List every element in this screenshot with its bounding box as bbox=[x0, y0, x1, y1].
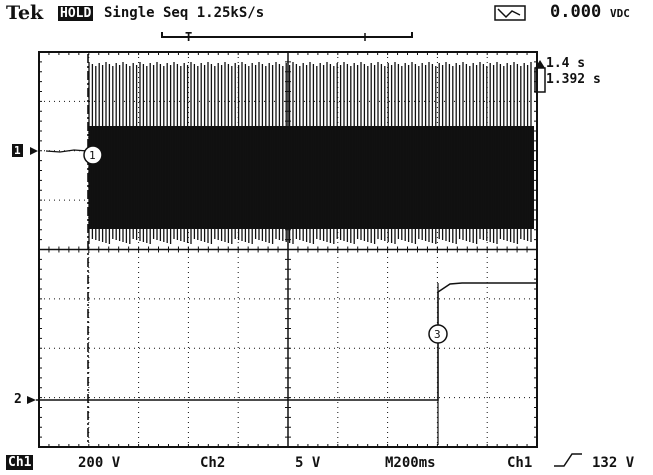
ch1-baseline bbox=[45, 149, 89, 153]
ch1-marker-arrow bbox=[30, 147, 38, 155]
ch1-badge[interactable]: Ch1 bbox=[6, 455, 34, 470]
marker-1-label: 1 bbox=[89, 149, 96, 162]
marker-3-circle bbox=[428, 324, 448, 344]
cursor-delta-time: 1.4 s bbox=[546, 56, 586, 71]
ch2-marker-label: 2 bbox=[14, 392, 22, 407]
cursor-absolute-time: 1.392 s bbox=[546, 72, 601, 87]
ch1-scale: 200 V bbox=[78, 455, 121, 471]
trigger-marker-label: T bbox=[185, 30, 193, 44]
trigger-slope-icon bbox=[554, 453, 582, 467]
ch2-trace bbox=[36, 282, 537, 401]
ch1-marker-label: 1 bbox=[12, 144, 23, 157]
trigger-level: 132 V bbox=[592, 455, 635, 471]
cursor-box bbox=[534, 67, 546, 93]
marker-3-label: 3 bbox=[434, 328, 441, 341]
ch1-burst-trace bbox=[88, 62, 534, 244]
brand-logo: Tek bbox=[6, 2, 44, 24]
marker-1-circle bbox=[83, 145, 103, 165]
timebase: M200ms bbox=[385, 455, 436, 471]
ch2-marker-arrow bbox=[27, 396, 36, 404]
ch2-label[interactable]: Ch2 bbox=[200, 455, 226, 471]
cursor-up-arrow bbox=[535, 60, 545, 68]
trigger-position-bar bbox=[161, 32, 413, 41]
readout-unit: VDC bbox=[610, 7, 630, 20]
hold-badge: HOLD bbox=[58, 6, 94, 21]
waveform-measure-icon[interactable] bbox=[494, 5, 526, 21]
ch2-scale: 5 V bbox=[295, 455, 321, 471]
graticule-grid bbox=[38, 51, 538, 448]
acquisition-status: Single Seq 1.25kS/s bbox=[104, 5, 265, 21]
readout-value: 0.000 bbox=[550, 2, 602, 22]
trigger-source: Ch1 bbox=[507, 455, 533, 471]
